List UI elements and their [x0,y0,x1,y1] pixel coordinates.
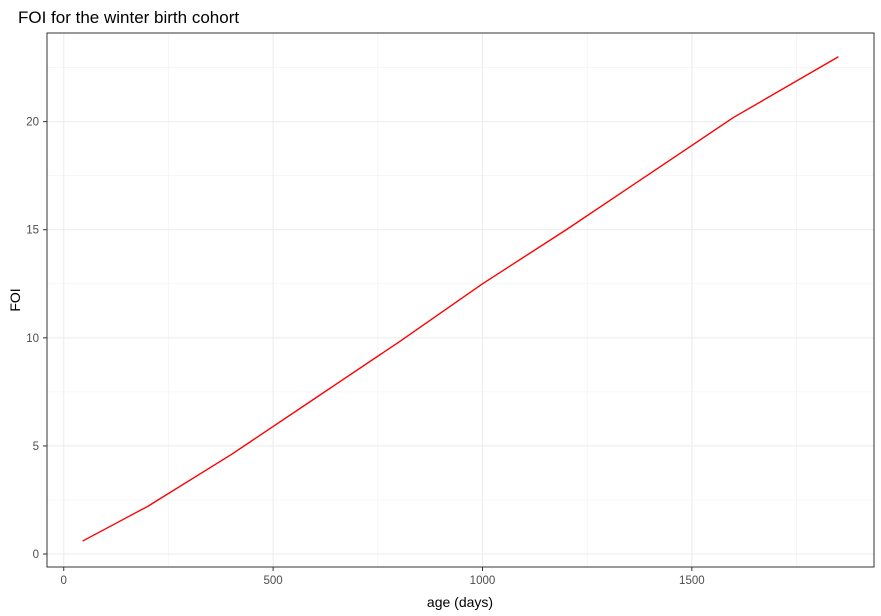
y-tick-label: 10 [26,333,39,345]
major-gridlines [47,33,874,567]
foi-series-line [82,56,839,542]
plot-panel-border [46,32,875,568]
x-tick-label: 1000 [470,575,496,587]
x-tick-label: 1500 [679,575,705,587]
y-tick-label: 5 [33,441,39,453]
x-tick-label: 500 [264,575,283,587]
y-tick-label: 0 [33,549,39,561]
x-axis-title: age (days) [427,594,493,610]
series-layer [82,56,839,542]
chart-title: FOI for the winter birth cohort [18,8,239,27]
x-tick-label: 0 [61,575,67,587]
y-axis-title: FOI [7,288,23,311]
y-tick-label: 15 [26,225,39,237]
y-tick-label: 20 [26,117,39,129]
x-axis-ticks: 0 500 1000 1500 [61,567,705,587]
y-axis-ticks: 0 5 10 15 20 [26,117,47,561]
